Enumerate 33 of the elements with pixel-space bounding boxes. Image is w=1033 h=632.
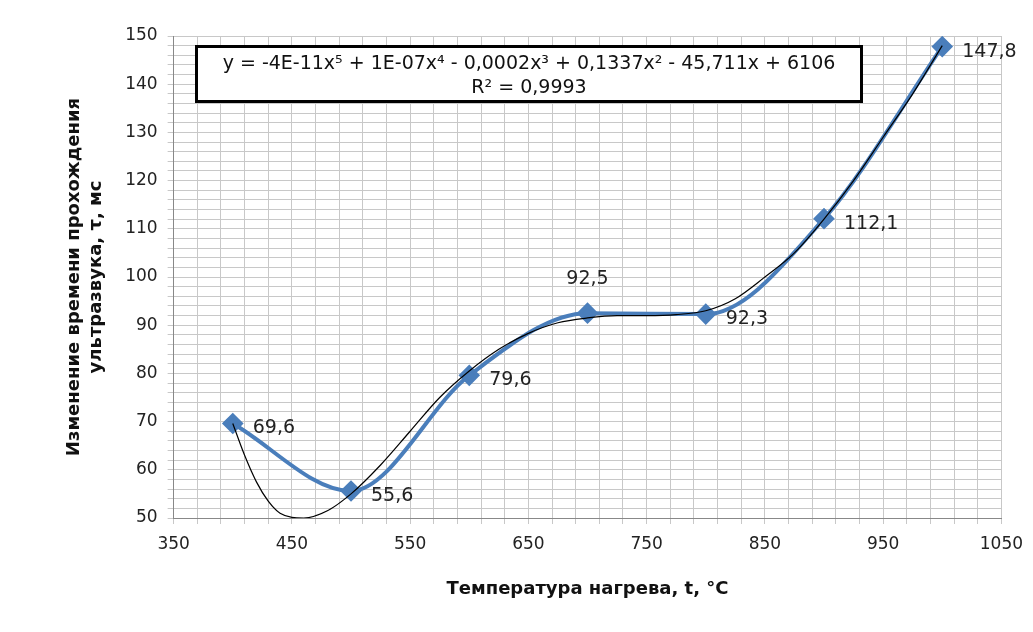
- x-tick-label: 750: [630, 532, 663, 553]
- x-axis-title: Температура нагрева, t, °C: [446, 576, 729, 598]
- x-tick-label: 350: [157, 532, 190, 553]
- y-axis-title: Изменение времени прохождения ультразвука, τ, мс: [62, 97, 106, 457]
- x-tick-label: 1050: [979, 532, 1023, 553]
- y-tick-label: 130: [125, 120, 158, 141]
- y-tick-label: 60: [136, 458, 158, 479]
- y-tick-label: 100: [125, 265, 158, 286]
- data-label: 92,3: [725, 306, 769, 329]
- y-tick-label: 90: [136, 313, 158, 334]
- point: [932, 36, 953, 57]
- y-tick-label: 120: [125, 169, 158, 190]
- x-tick-label: 850: [748, 532, 782, 553]
- point: [577, 303, 598, 324]
- data-label: 147,8: [962, 38, 1017, 61]
- y-tick-label: 140: [125, 72, 158, 93]
- data-label: 92,5: [566, 266, 609, 289]
- data-label: 69,6: [252, 415, 296, 438]
- x-tick-label: 550: [393, 532, 427, 553]
- y-tick-label: 80: [136, 361, 158, 382]
- annotation: R² = 0,9993: [470, 74, 588, 98]
- point: [222, 413, 243, 434]
- data-label: 79,6: [489, 367, 532, 390]
- data-label: 55,6: [371, 482, 414, 505]
- x-tick-label: 650: [512, 532, 545, 553]
- y-tick-label: 50: [136, 506, 158, 527]
- y-tick-label: 110: [125, 217, 158, 238]
- x-tick-label: 950: [866, 532, 900, 553]
- annotation: y = -4E-11x⁵ + 1E-07x⁴ - 0,0002x³ + 0,1337x² - 45,711x + 6106: [221, 50, 837, 74]
- y-tick-label: 150: [125, 24, 158, 45]
- x-tick-label: 450: [275, 532, 309, 553]
- data-label: 112,1: [844, 210, 899, 233]
- y-tick-label: 70: [136, 410, 158, 431]
